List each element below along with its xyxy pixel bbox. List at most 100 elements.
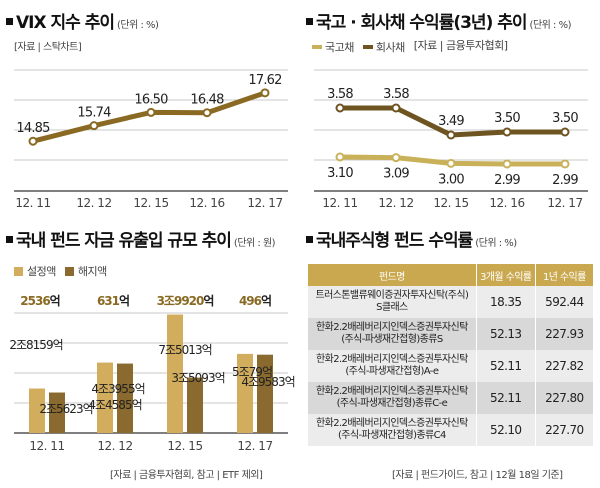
- fund-name-line2: (주식-파생재간접형)종류C-e: [336, 398, 448, 409]
- vix-title: VIX 지수 추이 (단위 : %): [6, 8, 159, 33]
- fund-name-line1: 한화2.2배레버리지인덱스증권투자신탁: [316, 418, 468, 429]
- corp-data-label: 3.49: [438, 114, 464, 129]
- bond-title: 국고 · 회사채 수익률(3년) 추이 (단위 : %): [306, 8, 571, 33]
- gov-data-point: [335, 152, 345, 162]
- gov-data-label: 2.99: [552, 173, 578, 188]
- fund-name-cell: 한화2.2배레버리지인덱스증권투자신탁 (주식-파생재간접형)종류S: [308, 318, 477, 350]
- fund-title-text: 국내주식형 펀드 수익률: [316, 231, 473, 251]
- bullet-square-icon: [306, 17, 313, 25]
- vix-data-label: 16.48: [190, 93, 224, 108]
- redeem-value-label: 4조3955억: [91, 382, 144, 396]
- net-flow-number: 2536: [20, 294, 50, 308]
- x-tick-label: 12. 15: [167, 439, 202, 453]
- corp-data-label: 3.50: [494, 111, 520, 126]
- bond-source: [자료 | 금융투자협회]: [413, 39, 508, 52]
- x-tick-label: 12. 17: [247, 196, 282, 210]
- set-value-label: 2조8159억: [9, 338, 62, 352]
- gov-data-point: [502, 159, 512, 169]
- bullet-square-icon: [6, 17, 13, 25]
- flow-title: 국내 펀드 자금 유출입 규모 추이 (단위 : 원): [6, 226, 276, 251]
- fund-name-cell: 한화2.2배레버리지인덱스증권투자신탁 (주식-파생재간접형)종류C4: [308, 414, 477, 446]
- legend-item-redeem: 해지액: [64, 263, 107, 279]
- set-swatch: [14, 266, 23, 276]
- col-header-1y: 1년 수익률: [535, 264, 593, 286]
- fund-name-line2: (주식-파생재간접형)종류C4: [338, 430, 446, 441]
- vix-data-point: [28, 136, 38, 146]
- gov-data-label: 3.09: [383, 167, 409, 182]
- fund-unit: (단위 : %): [475, 238, 517, 249]
- set-bar: [97, 362, 113, 433]
- net-flow-number: 631: [97, 294, 120, 308]
- flow-unit: (단위 : 원): [233, 238, 276, 249]
- redeem-bar: [187, 377, 203, 433]
- x-tick-label: 12. 11: [15, 196, 50, 210]
- return-3m-cell: 52.11: [476, 382, 536, 414]
- fund-name-line1: 트러스톤밸류웨이증권자투자신탁(주식): [315, 290, 469, 301]
- x-tick-label: 12. 16: [489, 196, 524, 210]
- gov-data-label: 3.10: [327, 166, 353, 181]
- return-3m-cell: 18.35: [476, 286, 536, 318]
- net-flow-label: 2536억: [20, 294, 59, 308]
- net-flow-label: 3조9920억: [157, 294, 214, 308]
- redeem-bar: [257, 354, 273, 433]
- vix-data-label: 16.50: [134, 92, 168, 107]
- gov-data-label: 2.99: [494, 173, 520, 188]
- return-1y-cell: 227.80: [535, 382, 593, 414]
- vix-data-label: 14.85: [16, 121, 50, 136]
- x-tick-label: 12. 11: [322, 196, 357, 210]
- x-tick-label: 12. 17: [237, 439, 272, 453]
- table-row: 한화2.2배레버리지인덱스증권투자신탁 (주식-파생재간접형)종류C4 52.10…: [308, 414, 593, 446]
- bond-legend: 국고채 회사채 [자료 | 금융투자협회]: [312, 37, 508, 55]
- set-value-label: 7조5013억: [158, 343, 211, 357]
- vix-chart: 14.85 12. 11 15.74 12. 12 16.50 12. 15 16.48 12…: [14, 69, 288, 210]
- fund-name-cell: 한화2.2배레버리지인덱스증권투자신탁 (주식-파생재간접형)A-e: [308, 350, 477, 382]
- gov-data-point: [446, 158, 456, 168]
- x-tick-label: 12. 12: [378, 196, 413, 210]
- bond-chart: 3.58 3.58 3.49 3.50 3.50 3.10 3.09 3.00 2.99 2.99…: [314, 69, 588, 210]
- corp-data-point: [335, 103, 345, 113]
- net-flow-number: 3조9920: [157, 294, 204, 308]
- redeem-bar: [117, 363, 133, 433]
- vix-data-point: [89, 121, 99, 131]
- net-flow-number: 496: [239, 294, 262, 308]
- fund-name-cell: 한화2.2배레버리지인덱스증권투자신탁 (주식-파생재간접형)종류C-e: [308, 382, 477, 414]
- fund-source: [자료 | 펀드가이드, 참고 | 12월 18일 기준]: [392, 470, 563, 481]
- vix-title-text: VIX 지수 추이: [16, 13, 115, 33]
- fund-name-cell: 트러스톤밸류웨이증권자투자신탁(주식) S클래스: [308, 286, 477, 318]
- legend-item-set: 설정액: [14, 263, 56, 279]
- vix-data-point: [146, 107, 156, 117]
- fund-table: 펀드명 3개월 수익률 1년 수익률 트러스톤밸류웨이증권자투자신탁(주식) S클…: [308, 264, 593, 446]
- x-tick-label: 12. 12: [97, 439, 132, 453]
- redeem-bar: [49, 392, 65, 433]
- flow-title-text: 국내 펀드 자금 유출입 규모 추이: [16, 231, 232, 251]
- corp-data-label: 3.50: [552, 111, 578, 126]
- fund-name-line2: (주식-파생재간접형)종류S: [341, 334, 443, 345]
- x-tick-label: 12. 16: [189, 196, 224, 210]
- legend-set-label: 설정액: [27, 265, 56, 278]
- set-bar: [29, 388, 45, 433]
- gov-data-point: [560, 159, 570, 169]
- table-row: 트러스톤밸류웨이증권자투자신탁(주식) S클래스 18.35 592.44: [308, 286, 593, 318]
- fund-name-line2: S클래스: [376, 302, 408, 313]
- legend-item-corp: 회사채: [362, 39, 405, 55]
- return-3m-cell: 52.11: [476, 350, 536, 382]
- col-header-3m: 3개월 수익률: [476, 264, 536, 286]
- flow-chart: 2조8159억 4조4585억 7조5013억 5조79억 2조5623억 4조3955억…: [9, 294, 295, 453]
- return-3m-cell: 52.10: [476, 414, 536, 446]
- vix-data-label: 15.74: [77, 106, 111, 121]
- corp-data-point: [502, 127, 512, 137]
- x-tick-label: 12. 15: [133, 196, 168, 210]
- bullet-square-icon: [306, 235, 313, 243]
- gov-data-label: 3.00: [438, 172, 464, 187]
- fund-name-line1: 한화2.2배레버리지인덱스증권투자신탁: [316, 354, 468, 365]
- corp-data-label: 3.58: [383, 87, 409, 102]
- bond-unit: (단위 : %): [529, 20, 572, 31]
- redeem-value-label: 3조5093억: [171, 371, 224, 385]
- bullet-square-icon: [6, 235, 13, 243]
- bond-title-text: 국고 · 회사채 수익률(3년) 추이: [316, 13, 528, 33]
- x-tick-label: 12. 15: [433, 196, 468, 210]
- col-header-name: 펀드명: [308, 264, 477, 286]
- flow-source: [자료 | 금융투자협회, 참고 | ETF 제외]: [110, 470, 263, 481]
- legend-corp-label: 회사채: [375, 41, 405, 54]
- redeem-swatch: [64, 266, 74, 276]
